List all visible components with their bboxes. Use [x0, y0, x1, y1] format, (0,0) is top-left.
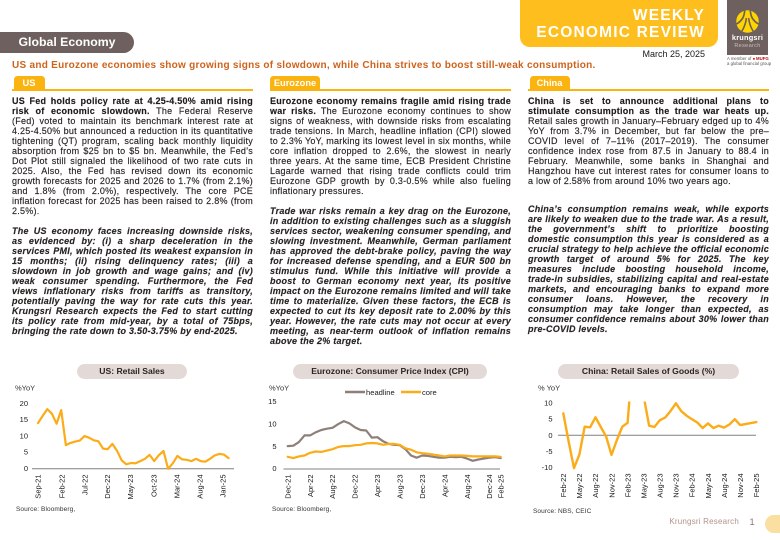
svg-text:Sep-21: Sep-21	[34, 475, 43, 499]
svg-text:5: 5	[272, 442, 276, 451]
svg-text:Oct-23: Oct-23	[149, 475, 158, 498]
svg-text:Dec-21: Dec-21	[283, 475, 292, 499]
svg-text:10: 10	[544, 398, 552, 407]
svg-text:Aug-22: Aug-22	[591, 474, 600, 498]
svg-text:Feb-24: Feb-24	[688, 474, 697, 498]
svg-text:Dec-22: Dec-22	[351, 475, 360, 499]
svg-text:Apr-22: Apr-22	[306, 475, 315, 498]
svg-text:10: 10	[268, 420, 276, 429]
svg-text:-10: -10	[542, 463, 553, 472]
svg-text:Feb-22: Feb-22	[559, 474, 568, 498]
svg-text:20: 20	[20, 399, 28, 408]
svg-text:Feb-22: Feb-22	[57, 475, 66, 499]
svg-text:Mar-24: Mar-24	[172, 475, 181, 499]
svg-text:Jan-25: Jan-25	[219, 475, 228, 498]
svg-text:10: 10	[20, 431, 28, 440]
svg-text:Jul-22: Jul-22	[80, 475, 89, 495]
svg-text:Aug-24: Aug-24	[195, 475, 204, 499]
svg-text:Aug-23: Aug-23	[396, 475, 405, 499]
svg-text:Nov-22: Nov-22	[607, 474, 616, 498]
svg-text:May-23: May-23	[639, 474, 648, 499]
svg-text:Aug-22: Aug-22	[328, 475, 337, 499]
svg-text:Nov-23: Nov-23	[672, 474, 681, 498]
svg-text:Feb-23: Feb-23	[623, 474, 632, 498]
svg-text:Dec-24: Dec-24	[485, 475, 494, 499]
svg-text:0: 0	[548, 431, 552, 440]
svg-text:headline: headline	[366, 388, 395, 397]
svg-text:Feb-25: Feb-25	[752, 474, 761, 498]
svg-text:5: 5	[548, 415, 552, 424]
svg-text:15: 15	[20, 415, 28, 424]
svg-text:Feb-25: Feb-25	[496, 475, 505, 499]
svg-text:May-24: May-24	[704, 474, 713, 499]
svg-text:Apr-23: Apr-23	[373, 475, 382, 498]
svg-text:Aug-23: Aug-23	[656, 474, 665, 498]
svg-text:core: core	[422, 388, 437, 397]
svg-text:Aug-24: Aug-24	[463, 475, 472, 499]
svg-text:Nov-24: Nov-24	[736, 474, 745, 498]
svg-text:Dec-23: Dec-23	[418, 475, 427, 499]
svg-text:May-22: May-22	[575, 474, 584, 499]
svg-text:%YoY: %YoY	[269, 384, 289, 393]
svg-text:Apr-24: Apr-24	[440, 475, 449, 498]
svg-text:0: 0	[272, 464, 276, 473]
svg-text:%YoY: %YoY	[15, 384, 35, 393]
svg-text:0: 0	[24, 464, 28, 473]
svg-text:15: 15	[268, 397, 276, 406]
svg-text:May-23: May-23	[126, 475, 135, 500]
svg-text:Dec-22: Dec-22	[103, 475, 112, 499]
svg-text:Aug-24: Aug-24	[720, 474, 729, 498]
svg-text:5: 5	[24, 448, 28, 457]
svg-text:% YoY: % YoY	[538, 384, 560, 393]
svg-text:-5: -5	[546, 447, 553, 456]
